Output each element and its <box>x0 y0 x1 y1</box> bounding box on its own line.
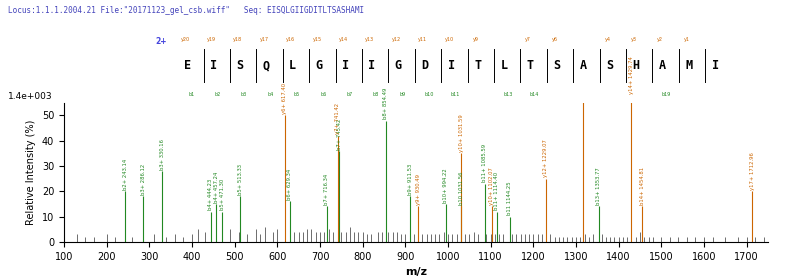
Text: S: S <box>237 59 243 72</box>
Text: y15: y15 <box>313 37 322 42</box>
Text: y16: y16 <box>286 37 295 42</box>
Text: H: H <box>633 59 639 72</box>
Text: y12+ 1229.07: y12+ 1229.07 <box>543 140 548 177</box>
Text: y19: y19 <box>207 37 216 42</box>
Text: y6: y6 <box>552 37 558 42</box>
Text: I: I <box>342 59 349 72</box>
Text: y9: y9 <box>473 37 478 42</box>
Text: I: I <box>712 59 718 72</box>
Text: y2: y2 <box>658 37 663 42</box>
Text: b7+ 716.34: b7+ 716.34 <box>325 174 330 205</box>
Text: y7: y7 <box>526 37 531 42</box>
Text: y17: y17 <box>260 37 269 42</box>
Text: y6+ 617.40: y6+ 617.40 <box>282 83 287 114</box>
Text: L: L <box>501 59 507 72</box>
Text: b13: b13 <box>503 92 513 97</box>
Y-axis label: Relative Intensity (%): Relative Intensity (%) <box>26 120 36 225</box>
Text: T: T <box>474 59 481 72</box>
Text: Q: Q <box>263 59 270 72</box>
Text: b4+ 444.23: b4+ 444.23 <box>208 179 214 210</box>
Text: G: G <box>395 59 402 72</box>
Text: y11: y11 <box>418 37 427 42</box>
Text: b7: b7 <box>346 92 353 97</box>
Text: I: I <box>448 59 454 72</box>
Text: y18: y18 <box>234 37 242 42</box>
Text: b10: b10 <box>424 92 434 97</box>
Text: A: A <box>659 59 666 72</box>
Text: y4: y4 <box>605 37 610 42</box>
Text: b11 1144.25: b11 1144.25 <box>507 182 512 215</box>
Text: M: M <box>686 59 692 72</box>
Text: D: D <box>422 59 428 72</box>
Text: b3+ 330.16: b3+ 330.16 <box>160 139 165 170</box>
Text: b14: b14 <box>530 92 539 97</box>
Text: y12: y12 <box>392 37 401 42</box>
Text: y13: y13 <box>366 37 374 42</box>
Text: b13+ 1353.77: b13+ 1353.77 <box>597 167 602 205</box>
Text: 1.4e+003: 1.4e+003 <box>8 93 52 101</box>
Text: b3: b3 <box>241 92 247 97</box>
Text: b6+ 629.34: b6+ 629.34 <box>287 169 292 200</box>
Text: y17+ 1712.96: y17+ 1712.96 <box>750 152 754 190</box>
Text: S: S <box>554 59 560 72</box>
Text: y3: y3 <box>631 37 637 42</box>
Text: 2+: 2+ <box>155 37 166 46</box>
Text: b14+ 1454.81: b14+ 1454.81 <box>639 167 645 205</box>
Text: L: L <box>290 59 296 72</box>
Text: b7+ 745.42: b7+ 745.42 <box>337 118 342 150</box>
Text: b10+ 994.22: b10+ 994.22 <box>443 168 448 203</box>
Text: S: S <box>606 59 613 72</box>
Text: b2: b2 <box>214 92 221 97</box>
Text: y7+ 741.42: y7+ 741.42 <box>335 103 340 135</box>
Text: I: I <box>369 59 375 72</box>
Text: b9+ 911.53: b9+ 911.53 <box>408 164 413 195</box>
Text: G: G <box>316 59 322 72</box>
Text: b5+ 513.33: b5+ 513.33 <box>238 164 243 195</box>
Text: b2+ 243.14: b2+ 243.14 <box>122 159 127 190</box>
Text: E: E <box>184 59 190 72</box>
X-axis label: m/z: m/z <box>405 267 427 277</box>
Text: b19: b19 <box>662 92 671 97</box>
Text: b1: b1 <box>188 92 194 97</box>
Text: b5: b5 <box>294 92 300 97</box>
Text: T: T <box>527 59 534 72</box>
Text: y14+ 1429.74: y14+ 1429.74 <box>629 56 634 94</box>
Text: Locus:1.1.1.2004.21 File:"20171123_gel_csb.wiff"   Seq: EISQLGIIGDITLTSASHAMI: Locus:1.1.1.2004.21 File:"20171123_gel_c… <box>8 6 364 14</box>
Text: b5+ 471.30: b5+ 471.30 <box>220 179 225 210</box>
Text: b11+ 1085.59: b11+ 1085.59 <box>482 144 487 182</box>
Text: b8: b8 <box>373 92 379 97</box>
Text: y1: y1 <box>684 37 690 42</box>
Text: A: A <box>580 59 586 72</box>
Text: b4: b4 <box>267 92 274 97</box>
Text: y10: y10 <box>445 37 454 42</box>
Text: y14: y14 <box>339 37 348 42</box>
Text: b4+ 457.24: b4+ 457.24 <box>214 171 219 203</box>
Text: y10+ 1031.59: y10+ 1031.59 <box>459 114 464 152</box>
Text: y9+ 930.49: y9+ 930.49 <box>416 174 421 205</box>
Text: b8+ 854.49: b8+ 854.49 <box>383 88 389 119</box>
Text: y20: y20 <box>181 37 190 42</box>
Text: I: I <box>210 59 217 72</box>
Text: b6: b6 <box>320 92 326 97</box>
Text: b11+ 1114.40: b11+ 1114.40 <box>494 172 499 210</box>
Text: b3+ 286.12: b3+ 286.12 <box>141 164 146 195</box>
Text: b10 1031.56: b10 1031.56 <box>459 172 464 205</box>
Text: b9: b9 <box>399 92 406 97</box>
Text: y10+ 1102.07: y10+ 1102.07 <box>489 167 494 205</box>
Text: b11: b11 <box>450 92 460 97</box>
